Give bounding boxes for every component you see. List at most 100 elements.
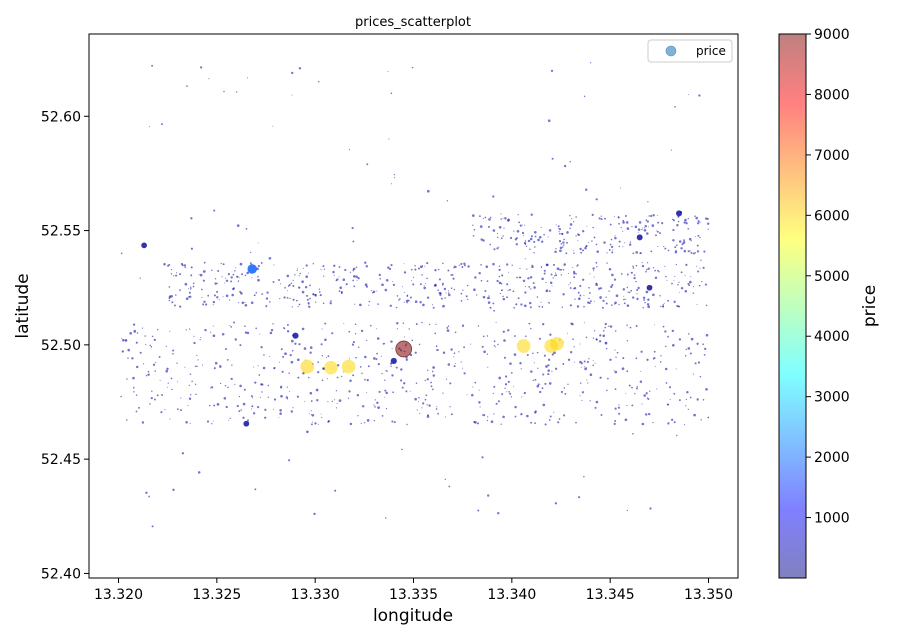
data-point: [214, 278, 217, 280]
data-point: [185, 329, 187, 331]
data-point: [517, 214, 519, 216]
data-point: [673, 421, 676, 424]
data-point: [513, 353, 517, 356]
data-point: [264, 408, 267, 411]
data-point: [513, 335, 516, 337]
data-point: [412, 276, 415, 278]
data-point: [395, 306, 398, 309]
data-point: [447, 325, 450, 327]
data-point: [647, 201, 649, 203]
data-point: [551, 157, 554, 160]
data-point: [444, 478, 446, 480]
data-point: [473, 229, 476, 231]
data-point: [572, 338, 574, 341]
data-point: [450, 287, 453, 289]
data-point: [252, 397, 254, 399]
data-point: [613, 422, 616, 426]
data-point: [367, 365, 370, 368]
data-point: [543, 272, 546, 275]
data-point: [664, 247, 667, 250]
data-point: [453, 288, 456, 291]
data-point: [617, 406, 620, 409]
data-point: [198, 274, 200, 276]
data-point: [225, 294, 229, 298]
data-point: [545, 263, 549, 267]
data-point: [650, 214, 653, 218]
data-point: [415, 382, 418, 384]
data-point: [704, 283, 707, 286]
data-point: [566, 231, 569, 234]
data-point: [391, 420, 394, 423]
data-point: [280, 348, 283, 351]
data-point: [688, 237, 692, 241]
data-point: [135, 341, 138, 344]
data-point: [319, 294, 322, 297]
data-point: [338, 290, 341, 292]
data-point: [698, 94, 701, 97]
data-point: [405, 299, 409, 303]
data-point: [135, 410, 138, 413]
data-point: [699, 222, 701, 224]
data-point: [258, 374, 261, 376]
data-point: [230, 280, 233, 283]
data-point: [536, 384, 540, 388]
data-point: [419, 412, 421, 415]
data-point: [129, 331, 133, 335]
data-point: [264, 416, 267, 419]
data-point: [161, 123, 163, 126]
data-point: [571, 218, 573, 220]
data-point: [532, 352, 534, 355]
plot-background: [89, 34, 738, 578]
data-point: [495, 346, 497, 348]
data-point: [602, 299, 605, 303]
data-point: [135, 394, 138, 396]
data-point: [399, 298, 401, 300]
data-point: [241, 301, 245, 305]
data-point: [325, 357, 328, 359]
data-point: [212, 300, 216, 304]
data-point: [173, 275, 175, 277]
data-point: [161, 394, 164, 396]
data-point: [674, 275, 676, 277]
data-point: [620, 273, 623, 275]
data-point: [231, 293, 234, 297]
data-point: [533, 230, 537, 234]
data-point: [378, 390, 381, 393]
data-point: [372, 290, 376, 293]
data-point: [687, 227, 690, 230]
data-point: [446, 329, 450, 332]
data-point: [414, 397, 417, 401]
data-point: [390, 357, 397, 364]
data-point: [148, 495, 151, 498]
data-point: [302, 372, 305, 375]
data-point: [127, 357, 129, 359]
data-point: [622, 288, 626, 291]
data-point: [442, 351, 446, 354]
data-point: [618, 303, 620, 306]
data-point: [536, 296, 539, 298]
data-point: [219, 382, 222, 385]
data-point: [327, 419, 331, 423]
data-point: [474, 276, 477, 279]
data-point: [298, 343, 301, 346]
data-point: [145, 343, 147, 346]
data-point: [243, 388, 246, 391]
data-point: [534, 378, 537, 381]
data-point: [240, 291, 243, 295]
data-point: [228, 299, 231, 301]
data-point: [438, 278, 441, 281]
data-point: [315, 388, 319, 392]
data-point: [345, 283, 348, 286]
data-point: [390, 365, 392, 368]
colorbar-tick-label: 1000: [814, 511, 850, 527]
data-point: [460, 292, 463, 295]
data-point: [414, 264, 416, 267]
data-point: [678, 240, 682, 243]
data-point: [573, 346, 575, 348]
data-point: [207, 294, 210, 297]
data-point: [335, 407, 337, 409]
data-point: [518, 221, 520, 224]
data-point: [361, 372, 363, 374]
data-point: [529, 276, 533, 279]
